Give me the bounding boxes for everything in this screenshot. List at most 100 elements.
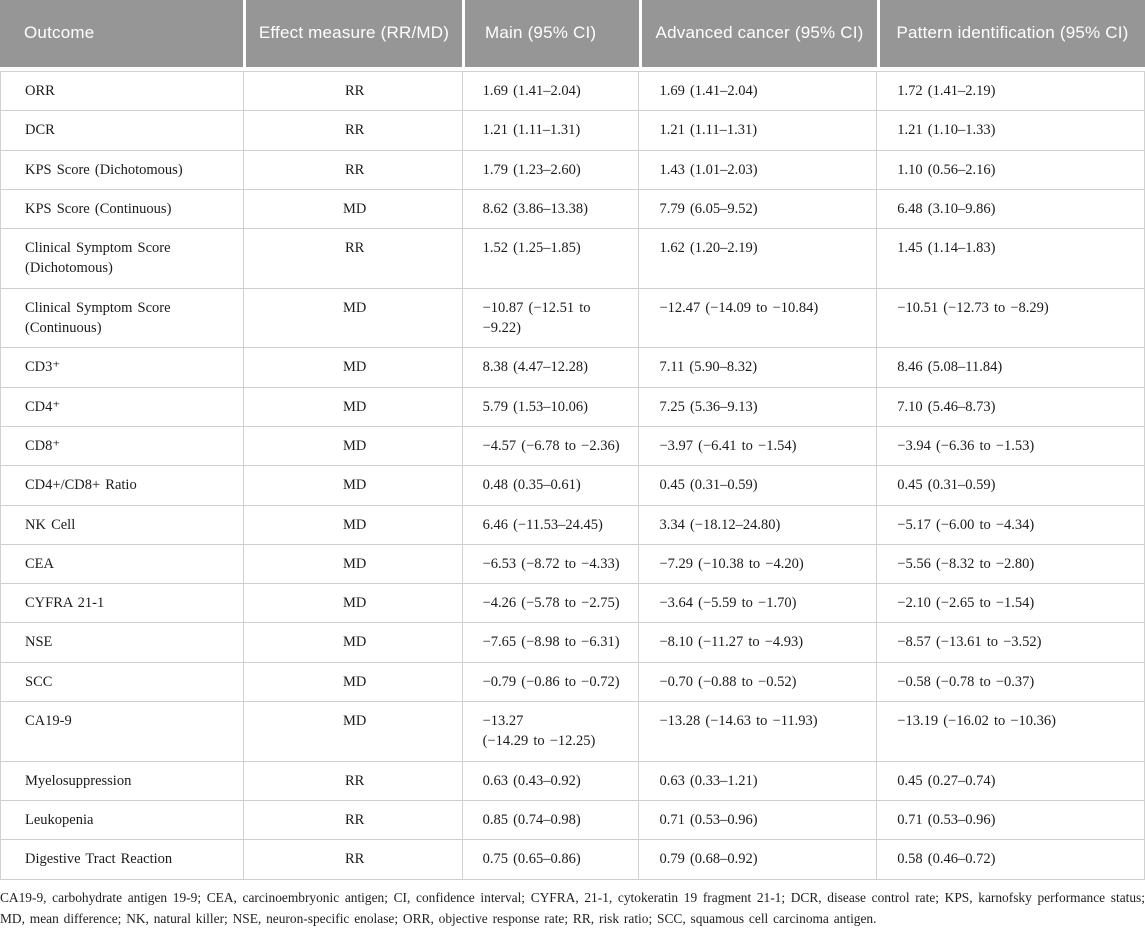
cell-main: 0.48 (0.35–0.61)	[461, 465, 640, 506]
cell-outcome: CYFRA 21-1	[0, 583, 244, 624]
table-row: Clinical Symptom Score (Continuous) MD −10…	[0, 287, 1145, 349]
column-header-main-ci: Main (95% CI)	[462, 0, 639, 67]
cell-pattern: 0.71 (0.53–0.96)	[876, 799, 1145, 841]
cell-measure: MD	[242, 701, 463, 762]
cell-main: −10.87 (−12.51 to −9.22)	[461, 287, 640, 349]
cell-outcome: CD8⁺	[0, 425, 244, 467]
cell-pattern: −13.19 (−16.02 to −10.36)	[876, 701, 1145, 762]
cell-pattern: 1.21 (1.10–1.33)	[876, 110, 1145, 151]
cell-main: 8.38 (4.47–12.28)	[461, 347, 640, 388]
cell-advanced: −0.70 (−0.88 to −0.52)	[638, 661, 878, 703]
cell-advanced: 7.25 (5.36–9.13)	[638, 386, 878, 427]
cell-advanced: 3.34 (−18.12–24.80)	[638, 504, 878, 545]
cell-outcome: KPS Score (Dichotomous)	[0, 149, 244, 190]
cell-advanced: −7.29 (−10.38 to −4.20)	[638, 543, 878, 585]
cell-advanced: 1.69 (1.41–2.04)	[638, 70, 878, 112]
cell-outcome: CD3⁺	[0, 347, 244, 388]
cell-outcome: Clinical Symptom Score (Continuous)	[0, 287, 244, 349]
cell-main: 1.21 (1.11–1.31)	[461, 110, 640, 151]
cell-measure: MD	[242, 465, 463, 506]
cell-advanced: −3.97 (−6.41 to −1.54)	[638, 425, 878, 467]
column-header-effect-measure: Effect measure (RR/MD)	[242, 0, 462, 67]
cell-pattern: 7.10 (5.46–8.73)	[876, 386, 1145, 427]
cell-advanced: −13.28 (−14.63 to −11.93)	[638, 701, 878, 762]
table-row: ORR RR 1.69 (1.41–2.04) 1.69 (1.41–2.04) 1.7…	[0, 70, 1145, 112]
cell-advanced: −12.47 (−14.09 to −10.84)	[638, 287, 878, 349]
cell-main: −0.79 (−0.86 to −0.72)	[461, 661, 640, 703]
table-row: CEA MD −6.53 (−8.72 to −4.33) −7.29 (−10.38…	[0, 543, 1145, 585]
cell-advanced: 1.21 (1.11–1.31)	[638, 110, 878, 151]
cell-outcome: DCR	[0, 110, 244, 151]
cell-measure: RR	[242, 149, 463, 190]
table-row: CYFRA 21-1 MD −4.26 (−5.78 to −2.75) −3.64 …	[0, 583, 1145, 624]
cell-advanced: 7.11 (5.90–8.32)	[638, 347, 878, 388]
footnote: CA19-9, carbohydrate antigen 19-9; CEA, …	[0, 889, 1145, 926]
table-row: SCC MD −0.79 (−0.86 to −0.72) −0.70 (−0.88 …	[0, 661, 1145, 703]
cell-measure: MD	[242, 622, 463, 663]
table-row: KPS Score (Continuous) MD 8.62 (3.86–13.38…	[0, 188, 1145, 230]
cell-main: 1.52 (1.25–1.85)	[461, 228, 640, 289]
cell-advanced: 1.62 (1.20–2.19)	[638, 228, 878, 289]
cell-pattern: −0.58 (−0.78 to −0.37)	[876, 661, 1145, 703]
cell-pattern: 1.10 (0.56–2.16)	[876, 149, 1145, 190]
column-header-pattern-identification-ci: Pattern identification (95% CI)	[877, 0, 1145, 67]
cell-measure: RR	[242, 760, 463, 801]
cell-pattern: −8.57 (−13.61 to −3.52)	[876, 622, 1145, 663]
table-row: CA19-9 MD −13.27 (−14.29 to −12.25) −13.28 …	[0, 701, 1145, 762]
cell-main: −4.26 (−5.78 to −2.75)	[461, 583, 640, 624]
table-row: NK Cell MD 6.46 (−11.53–24.45) 3.34 (−18.12…	[0, 504, 1145, 545]
table-row: CD4+/CD8+ Ratio MD 0.48 (0.35–0.61) 0.45 (0…	[0, 465, 1145, 506]
cell-pattern: −3.94 (−6.36 to −1.53)	[876, 425, 1145, 467]
cell-measure: MD	[242, 347, 463, 388]
table-row: Clinical Symptom Score (Dichotomous) RR 1.…	[0, 228, 1145, 289]
cell-measure: RR	[242, 228, 463, 289]
cell-pattern: 0.45 (0.27–0.74)	[876, 760, 1145, 801]
cell-advanced: 0.45 (0.31–0.59)	[638, 465, 878, 506]
outcomes-table: ORR RR 1.69 (1.41–2.04) 1.69 (1.41–2.04) 1.7…	[0, 70, 1145, 880]
cell-measure: RR	[242, 799, 463, 841]
cell-main: −4.57 (−6.78 to −2.36)	[461, 425, 640, 467]
cell-outcome: CD4⁺	[0, 386, 244, 427]
table-row: Digestive Tract Reaction RR 0.75 (0.65–0.8…	[0, 839, 1145, 880]
cell-outcome: CA19-9	[0, 701, 244, 762]
cell-measure: RR	[242, 110, 463, 151]
cell-advanced: 0.79 (0.68–0.92)	[638, 839, 878, 880]
cell-outcome: CEA	[0, 543, 244, 585]
table-body-wrap: ORR RR 1.69 (1.41–2.04) 1.69 (1.41–2.04) 1.7…	[0, 70, 1145, 880]
cell-main: 0.63 (0.43–0.92)	[461, 760, 640, 801]
cell-outcome: KPS Score (Continuous)	[0, 188, 244, 230]
cell-measure: MD	[242, 543, 463, 585]
cell-measure: RR	[242, 70, 463, 112]
cell-advanced: 1.43 (1.01–2.03)	[638, 149, 878, 190]
cell-measure: MD	[242, 425, 463, 467]
cell-outcome: CD4+/CD8+ Ratio	[0, 465, 244, 506]
column-header-advanced-cancer-ci: Advanced cancer (95% CI)	[639, 0, 877, 67]
cell-pattern: 6.48 (3.10–9.86)	[876, 188, 1145, 230]
cell-main: 6.46 (−11.53–24.45)	[461, 504, 640, 545]
cell-pattern: −5.56 (−8.32 to −2.80)	[876, 543, 1145, 585]
cell-outcome: SCC	[0, 661, 244, 703]
cell-outcome: Leukopenia	[0, 799, 244, 841]
cell-main: −7.65 (−8.98 to −6.31)	[461, 622, 640, 663]
table-row: CD3⁺ MD 8.38 (4.47–12.28) 7.11 (5.90–8.32) 8…	[0, 347, 1145, 388]
table-body: ORR RR 1.69 (1.41–2.04) 1.69 (1.41–2.04) 1.7…	[0, 70, 1145, 880]
cell-advanced: 7.79 (6.05–9.52)	[638, 188, 878, 230]
table-row: NSE MD −7.65 (−8.98 to −6.31) −8.10 (−11.27…	[0, 622, 1145, 663]
table-row: DCR RR 1.21 (1.11–1.31) 1.21 (1.11–1.31) 1.2…	[0, 110, 1145, 151]
cell-advanced: 0.63 (0.33–1.21)	[638, 760, 878, 801]
cell-outcome: NK Cell	[0, 504, 244, 545]
cell-main: −13.27 (−14.29 to −12.25)	[461, 701, 640, 762]
table-row: KPS Score (Dichotomous) RR 1.79 (1.23–2.60…	[0, 149, 1145, 190]
table-row: CD8⁺ MD −4.57 (−6.78 to −2.36) −3.97 (−6.41…	[0, 425, 1145, 467]
table-header-row: Outcome Effect measure (RR/MD) Main (95%…	[0, 0, 1145, 67]
cell-outcome: Clinical Symptom Score (Dichotomous)	[0, 228, 244, 289]
cell-pattern: 0.45 (0.31–0.59)	[876, 465, 1145, 506]
table-row: Myelosuppression RR 0.63 (0.43–0.92) 0.63 (…	[0, 760, 1145, 801]
cell-main: 5.79 (1.53–10.06)	[461, 386, 640, 427]
cell-main: 1.69 (1.41–2.04)	[461, 70, 640, 112]
cell-main: 8.62 (3.86–13.38)	[461, 188, 640, 230]
cell-main: 0.85 (0.74–0.98)	[461, 799, 640, 841]
cell-pattern: 1.45 (1.14–1.83)	[876, 228, 1145, 289]
table-row: Leukopenia RR 0.85 (0.74–0.98) 0.71 (0.53–0…	[0, 799, 1145, 841]
